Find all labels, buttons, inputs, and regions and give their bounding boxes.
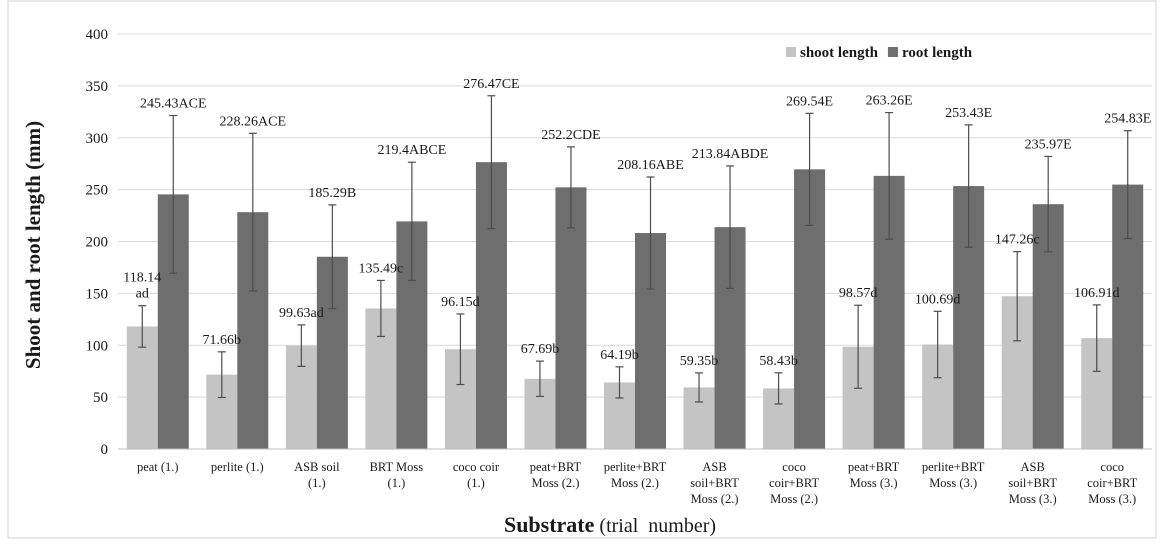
category-label: coir+BRT [1087, 476, 1137, 490]
root-data-label: 276.47CE [463, 77, 519, 92]
category-label: peat+BRT [530, 460, 582, 474]
category-label: Moss (3.) [1088, 492, 1136, 506]
category-label: Moss (3.) [929, 476, 977, 490]
x-axis-title-bold: Substrate [504, 512, 595, 537]
shoot-data-label: 67.69b [521, 342, 560, 357]
root-data-label: 228.26ACE [220, 114, 287, 129]
shoot-data-label: 98.57d [839, 286, 878, 301]
y-axis-title: Shoot and root length (mm) [21, 121, 45, 369]
category-label: coco coir [453, 460, 500, 474]
shoot-data-label: 118.14 [123, 271, 161, 286]
root-data-label: 219.4ABCE [377, 143, 446, 158]
root-length-bar [555, 187, 587, 449]
category-label: perlite+BRT [604, 460, 667, 474]
category-label: Moss (2.) [532, 476, 580, 490]
category-label: Moss (2.) [611, 476, 659, 490]
y-tick-label: 150 [86, 286, 109, 302]
y-axis-ticks: 0 50 100 150 200 250 300 350 400 [86, 27, 109, 458]
category-label: soil+BRT [1008, 476, 1057, 490]
root-data-label: 235.97E [1025, 137, 1072, 152]
shoot-data-label: 100.69d [915, 292, 961, 307]
category-label: ASB [1021, 460, 1045, 474]
shoot-data-label: 106.91d [1074, 286, 1120, 301]
category-label: peat+BRT [848, 460, 900, 474]
x-axis-categories: peat (1.) perlite (1.) ASB soil (1.) BRT Mos… [137, 460, 1138, 506]
category-label: ASB [702, 460, 726, 474]
root-data-label: 208.16ABE [617, 158, 684, 173]
legend-swatch [887, 47, 898, 57]
y-tick-label: 0 [101, 442, 109, 458]
shoot-data-label: 59.35b [680, 354, 719, 369]
root-data-label: 252.2CDE [541, 128, 601, 143]
y-tick-label: 350 [86, 79, 109, 95]
x-axis-title: Substrate (trial number) [504, 512, 716, 537]
shoot-data-label: 99.63ad [279, 306, 324, 321]
category-label: Moss (3.) [1009, 492, 1057, 506]
shoot-data-label: 64.19b [600, 348, 639, 363]
x-axis-title-rest: (trial number) [594, 515, 716, 537]
shoot-data-label: ad [136, 287, 149, 302]
shoot-data-label: 58.43b [759, 354, 798, 369]
category-label: coco [1100, 460, 1124, 474]
root-data-label: 263.26E [866, 94, 913, 109]
shoot-data-label: 96.15d [441, 295, 480, 310]
root-data-label: 213.84ABDE [692, 147, 769, 162]
shoot-data-label: 147.26c [995, 233, 1040, 248]
category-label: (1.) [388, 476, 406, 490]
category-label: ASB soil [294, 460, 340, 474]
root-data-label: 253.43E [945, 106, 992, 121]
category-label: coir+BRT [769, 476, 819, 490]
root-data-label: 185.29B [308, 186, 356, 201]
legend-label: root length [902, 45, 973, 61]
category-label: coco [782, 460, 806, 474]
legend-swatch [786, 47, 796, 57]
y-tick-label: 100 [86, 338, 109, 354]
y-tick-label: 50 [93, 390, 108, 406]
y-tick-label: 300 [86, 131, 109, 147]
category-label: perlite+BRT [922, 460, 985, 474]
legend: shoot length root length [786, 45, 973, 61]
root-data-label: 245.43ACE [140, 97, 207, 112]
root-data-label: 269.54E [786, 94, 833, 109]
y-tick-label: 200 [86, 235, 109, 251]
error-bars [138, 95, 1132, 405]
category-label: (1.) [467, 476, 485, 490]
shoot-data-label: 71.66b [203, 333, 242, 348]
category-label: Moss (2.) [770, 492, 818, 506]
category-label: Moss (3.) [850, 476, 898, 490]
y-tick-label: 400 [86, 27, 109, 43]
category-label: peat (1.) [137, 460, 179, 474]
legend-label: shoot length [800, 45, 879, 61]
category-label: BRT Moss [370, 460, 424, 474]
category-label: (1.) [308, 476, 326, 490]
y-tick-label: 250 [86, 183, 109, 199]
category-label: perlite (1.) [211, 460, 264, 474]
root-data-label: 254.83E [1104, 112, 1151, 127]
category-label: soil+BRT [690, 476, 739, 490]
category-label: Moss (2.) [691, 492, 739, 506]
shoot-data-label: 135.49c [359, 261, 404, 276]
